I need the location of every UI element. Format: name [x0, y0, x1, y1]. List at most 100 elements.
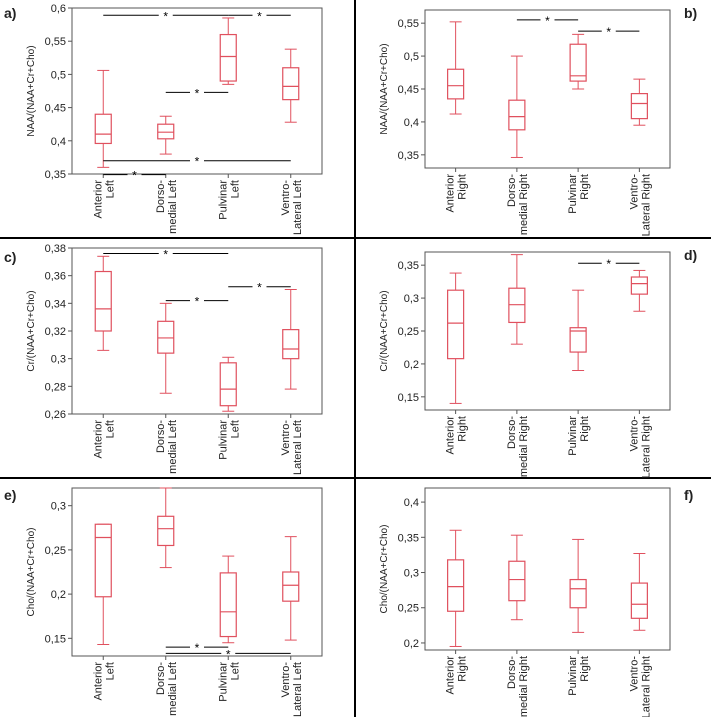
y-tick-label: 0,34	[45, 298, 66, 310]
y-tick-label: 0,3	[404, 568, 419, 580]
box-iqr	[94, 113, 112, 145]
x-tick-label-line: Dorso-	[155, 662, 167, 695]
x-tick-label-line: Ventro-	[628, 174, 640, 210]
x-tick-label: Dorso-medial Right	[506, 174, 530, 235]
y-tick-label: 0,4	[404, 117, 419, 129]
x-tick-label: PulvinarLeft	[217, 420, 241, 460]
x-tick-label: PulvinarRight	[567, 656, 591, 696]
box-iqr	[630, 276, 648, 295]
significance-star: *	[257, 281, 262, 295]
x-tick-label-line: Anterior	[92, 180, 104, 219]
y-tick-label: 0,35	[398, 260, 419, 272]
x-tick-label-line: Left	[229, 420, 241, 438]
x-tick-label: AnteriorRight	[445, 656, 469, 695]
panel-label: e)	[4, 487, 16, 503]
x-tick-label: PulvinarLeft	[217, 180, 241, 220]
plot-frame	[71, 7, 323, 175]
significance-star: *	[132, 169, 137, 183]
y-axis-title: NAA/(NAA+Cr+Cho)	[26, 45, 37, 136]
y-axis-title: Cho/(NAA+Cr+Cho)	[26, 528, 37, 617]
x-tick-label: Dorso-medial Left	[155, 420, 179, 474]
x-tick-label-line: medial Left	[167, 662, 179, 716]
y-tick-label: 0,32	[45, 326, 66, 338]
x-tick-label-line: Ventro-	[628, 416, 640, 452]
panel-label: b)	[684, 5, 697, 21]
significance-star: *	[195, 155, 200, 169]
y-tick-label: 0,55	[45, 36, 66, 48]
plot-frame	[71, 487, 323, 657]
significance-star: *	[195, 86, 200, 100]
x-tick-label-line: Right	[579, 416, 591, 442]
y-tick-label: 0,15	[398, 392, 419, 404]
x-tick-label-line: Lateral Left	[292, 180, 304, 235]
x-tick-label-line: Right	[457, 416, 469, 442]
x-tick-label-line: Dorso-	[506, 174, 518, 207]
significance-star: *	[257, 9, 262, 23]
x-tick-label-line: Right	[457, 656, 469, 682]
x-tick-label: Dorso-medial Left	[155, 180, 179, 234]
x-tick-label-line: Lateral Right	[640, 656, 652, 717]
x-tick-label-line: Dorso-	[155, 180, 167, 213]
x-tick-label-line: Lateral Right	[640, 174, 652, 236]
x-tick-label-line: Dorso-	[506, 656, 518, 689]
box-iqr	[282, 67, 300, 101]
y-tick-label: 0,25	[398, 326, 419, 338]
x-tick-label-line: Left	[229, 180, 241, 198]
significance-star: *	[195, 641, 200, 655]
x-tick-label-line: Anterior	[92, 662, 104, 701]
y-tick-label: 0,3	[51, 501, 66, 513]
x-tick-label-line: Anterior	[445, 656, 457, 695]
x-tick-label-line: Left	[104, 420, 116, 438]
x-tick-label-line: Right	[457, 174, 469, 200]
y-tick-label: 0,15	[45, 633, 66, 645]
y-tick-label: 0,35	[45, 169, 66, 181]
x-tick-label-line: medial Right	[518, 174, 530, 235]
y-axis-title: Cr/(NAA+Cr+Cho)	[26, 290, 37, 371]
box-iqr	[219, 572, 237, 638]
y-tick-label: 0,3	[51, 354, 66, 366]
box-iqr	[447, 559, 465, 612]
x-tick-label-line: Ventro-	[280, 420, 292, 456]
box-iqr	[447, 289, 465, 360]
significance-star: *	[163, 248, 168, 262]
y-tick-label: 0,5	[404, 51, 419, 63]
x-tick-label-line: Anterior	[445, 416, 457, 455]
y-axis-title: Cho/(NAA+Cr+Cho)	[379, 525, 390, 614]
box-iqr	[219, 362, 237, 407]
x-tick-label: Ventro-Lateral Right	[628, 174, 652, 237]
y-tick-label: 0,2	[404, 359, 419, 371]
y-tick-label: 0,3	[404, 293, 419, 305]
y-tick-label: 0,45	[45, 103, 66, 115]
x-tick-label: PulvinarLeft	[217, 662, 241, 702]
x-tick-label: Ventro-Lateral Left	[280, 420, 304, 475]
y-tick-label: 0,25	[398, 603, 419, 615]
x-tick-label-line: Pulvinar	[567, 416, 579, 456]
x-tick-label: AnteriorLeft	[92, 420, 116, 459]
box-iqr	[157, 123, 175, 140]
x-tick-label-line: medial Left	[167, 180, 179, 234]
panel-label: a)	[4, 5, 16, 21]
y-tick-label: 0,26	[45, 409, 66, 421]
x-tick-label-line: Dorso-	[506, 416, 518, 449]
significance-star: *	[545, 14, 550, 28]
y-tick-label: 0,45	[398, 84, 419, 96]
box-iqr	[157, 320, 175, 354]
x-tick-label: AnteriorRight	[445, 416, 469, 455]
y-tick-label: 0,25	[45, 545, 66, 557]
x-tick-label-line: Left	[104, 180, 116, 198]
y-tick-label: 0,35	[398, 150, 419, 162]
y-tick-label: 0,38	[45, 243, 66, 255]
y-tick-label: 0,2	[51, 589, 66, 601]
x-tick-label: Ventro-Lateral Right	[628, 416, 652, 479]
significance-star: *	[226, 647, 231, 661]
x-tick-label: AnteriorLeft	[92, 180, 116, 219]
box-iqr	[94, 270, 112, 332]
x-tick-label-line: Lateral Right	[640, 416, 652, 478]
x-tick-label-line: Right	[579, 174, 591, 200]
x-tick-label-line: Right	[579, 656, 591, 682]
x-tick-label-line: Ventro-	[280, 180, 292, 216]
x-tick-label-line: Ventro-	[628, 656, 640, 692]
significance-star: *	[606, 257, 611, 271]
x-tick-label-line: Pulvinar	[217, 180, 229, 220]
